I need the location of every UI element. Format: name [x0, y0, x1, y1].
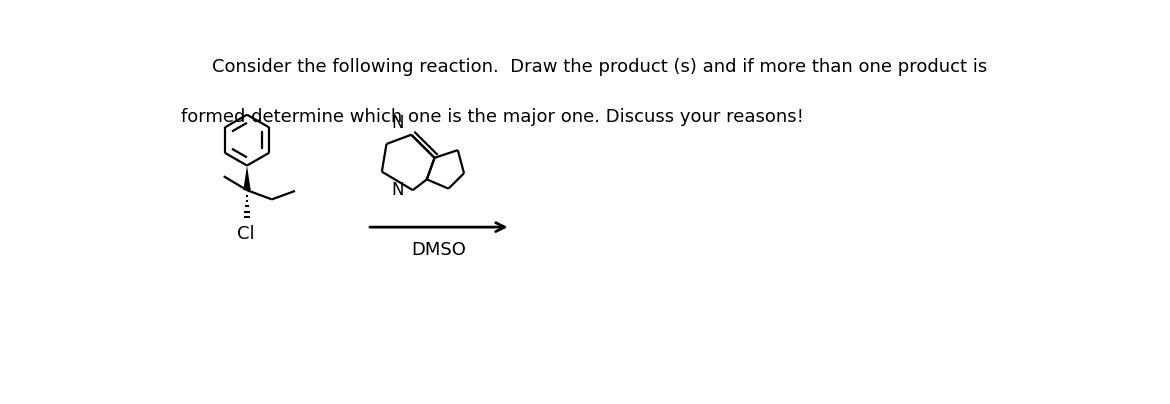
Text: N: N — [391, 114, 404, 132]
Text: Cl: Cl — [236, 225, 254, 243]
Text: DMSO: DMSO — [412, 241, 467, 259]
Polygon shape — [243, 166, 250, 190]
Text: Consider the following reaction.  Draw the product (s) and if more than one prod: Consider the following reaction. Draw th… — [212, 58, 987, 76]
Text: N: N — [391, 181, 404, 199]
Text: formed determine which one is the major one. Discuss your reasons!: formed determine which one is the major … — [180, 107, 804, 126]
